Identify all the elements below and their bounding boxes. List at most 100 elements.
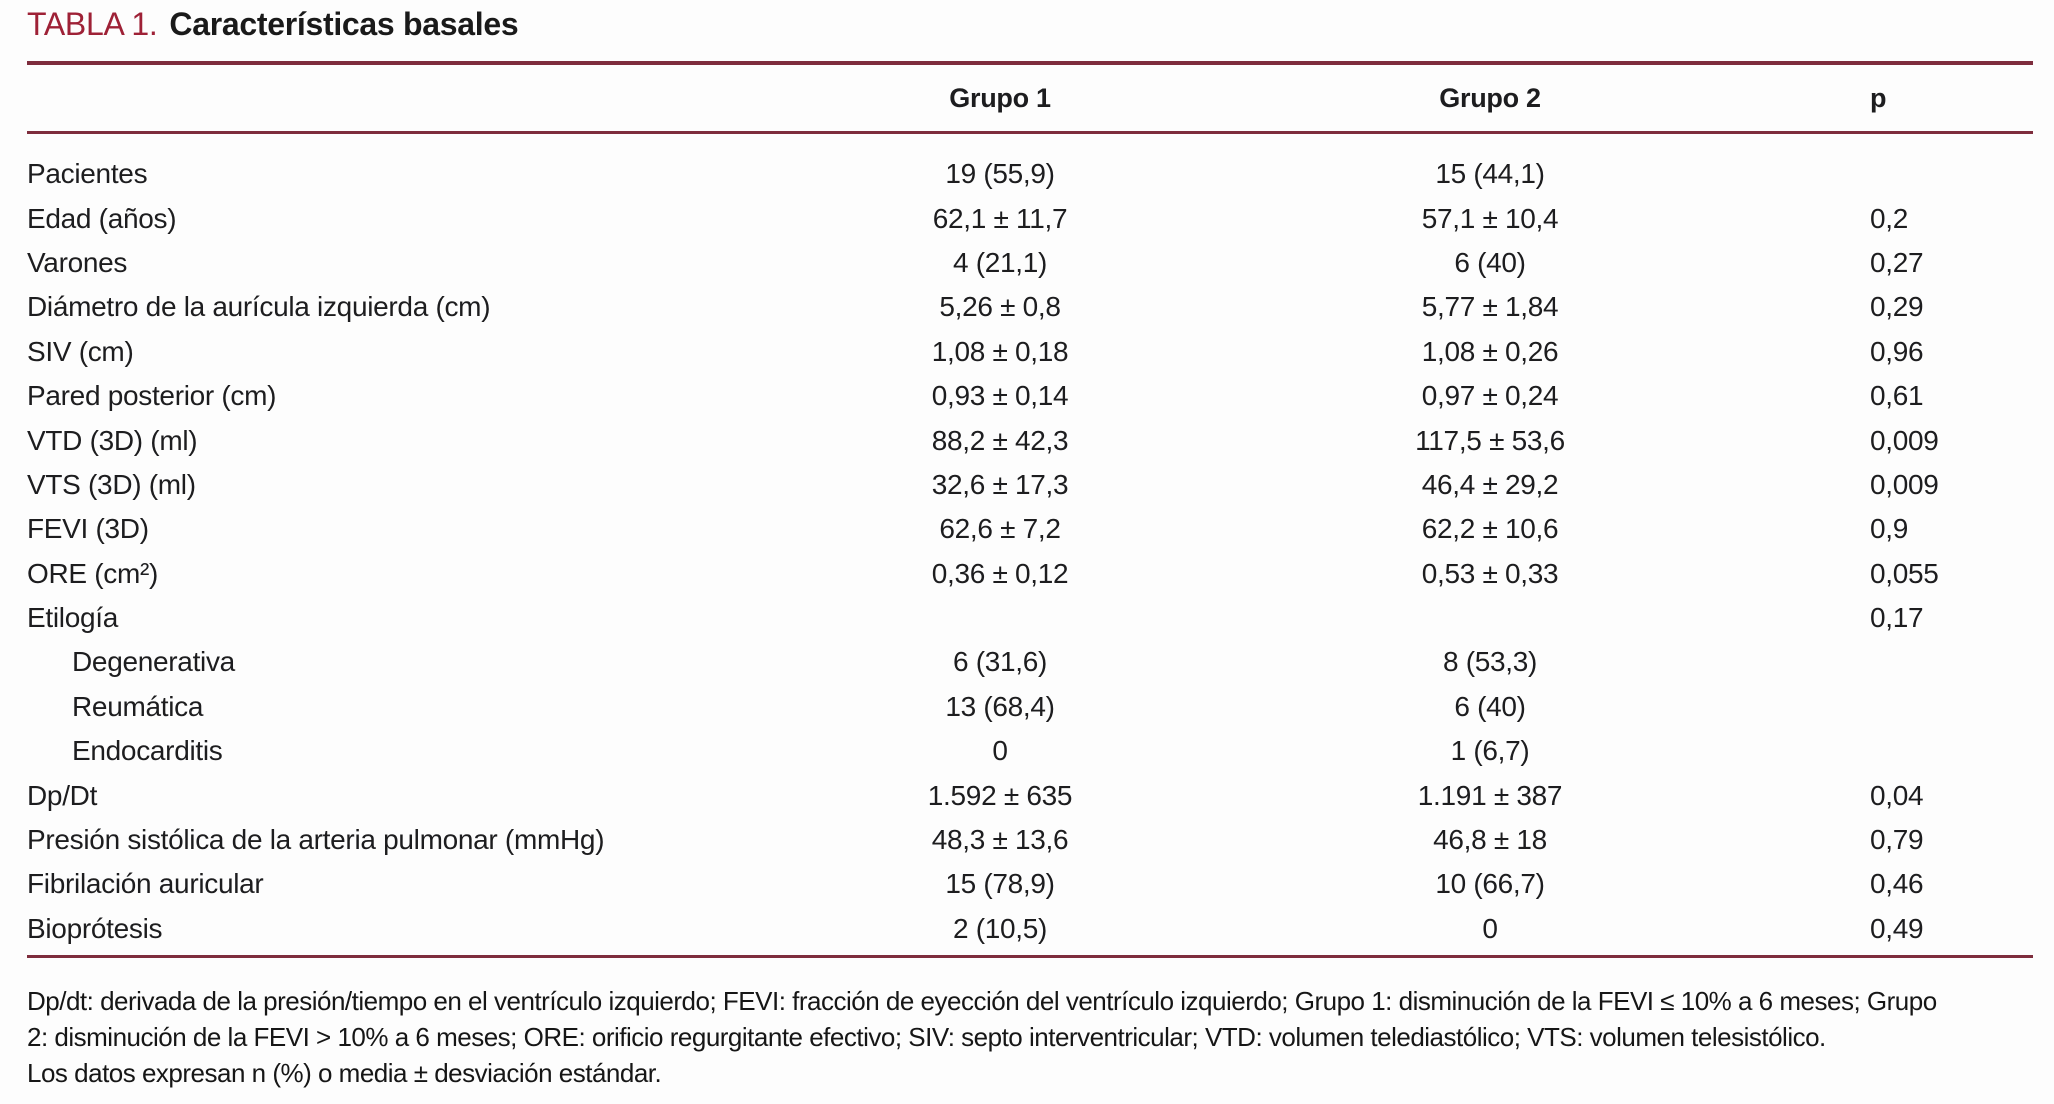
table-row-endocarditis: Endocarditis 0 1 (6,7) xyxy=(27,729,2033,773)
cell-grupo1: 88,2 ± 42,3 xyxy=(931,424,1069,456)
table-number: TABLA 1. xyxy=(27,6,158,42)
cell-grupo1: 48,3 ± 13,6 xyxy=(931,824,1069,856)
row-label: Presión sistólica de la arteria pulmonar… xyxy=(27,824,605,856)
footnote-line: Dp/dt: derivada de la presión/tiempo en … xyxy=(27,986,1937,1016)
cell-grupo1: 0,36 ± 0,12 xyxy=(931,557,1069,589)
table-row-edad: Edad (años) 62,1 ± 11,7 57,1 ± 10,4 0,2 xyxy=(27,196,2033,240)
row-label: Pared posterior (cm) xyxy=(27,380,277,412)
row-label: FEVI (3D) xyxy=(27,513,149,545)
table-header: Grupo 1 Grupo 2 p xyxy=(27,65,2033,131)
row-label: Degenerativa xyxy=(72,646,235,678)
cell-p: 0,2 xyxy=(1870,202,1909,234)
table-row-vts: VTS (3D) (ml) 32,6 ± 17,3 46,4 ± 29,2 0,… xyxy=(27,463,2033,507)
row-label: VTD (3D) (ml) xyxy=(27,424,198,456)
cell-p: 0,04 xyxy=(1870,779,1924,811)
cell-p: 0,46 xyxy=(1870,868,1924,900)
table-row-bioprotesis: Bioprótesis 2 (10,5) 0 0,49 xyxy=(27,907,2033,951)
table-row-presion-sistolica: Presión sistólica de la arteria pulmonar… xyxy=(27,818,2033,862)
cell-grupo2: 10 (66,7) xyxy=(1435,868,1545,900)
cell-p: 0,27 xyxy=(1870,246,1924,278)
cell-grupo1: 13 (68,4) xyxy=(945,690,1055,722)
cell-grupo2: 1,08 ± 0,26 xyxy=(1421,335,1559,367)
row-label: Edad (años) xyxy=(27,202,177,234)
cell-p: 0,055 xyxy=(1870,557,1939,589)
cell-grupo1: 6 (31,6) xyxy=(952,646,1048,678)
table-row-reumatica: Reumática 13 (68,4) 6 (40) xyxy=(27,685,2033,729)
cell-grupo1: 62,6 ± 7,2 xyxy=(939,513,1061,545)
table-row-fibrilacion: Fibrilación auricular 15 (78,9) 10 (66,7… xyxy=(27,862,2033,906)
cell-p: 0,49 xyxy=(1870,912,1924,944)
row-label: ORE (cm²) xyxy=(27,557,159,589)
cell-grupo2: 8 (53,3) xyxy=(1442,646,1538,678)
cell-grupo1: 0 xyxy=(992,735,1008,767)
cell-grupo1: 19 (55,9) xyxy=(945,158,1055,190)
table-row-varones: Varones 4 (21,1) 6 (40) 0,27 xyxy=(27,241,2033,285)
row-label: Endocarditis xyxy=(72,735,223,767)
cell-grupo2: 117,5 ± 53,6 xyxy=(1415,424,1565,456)
table-title: TABLA 1. Características basales xyxy=(27,6,519,43)
row-label: VTS (3D) (ml) xyxy=(27,468,196,500)
cell-grupo1: 4 (21,1) xyxy=(952,246,1048,278)
table-row-diametro-auricula: Diámetro de la aurícula izquierda (cm) 5… xyxy=(27,285,2033,329)
cell-grupo2: 15 (44,1) xyxy=(1435,158,1545,190)
cell-grupo1: 15 (78,9) xyxy=(945,868,1055,900)
footnote-line: Los datos expresan n (%) o media ± desvi… xyxy=(27,1058,662,1088)
bottom-rule xyxy=(27,955,2033,958)
header-grupo-2: Grupo 2 xyxy=(1439,82,1541,113)
cell-p: 0,009 xyxy=(1870,424,1939,456)
cell-p: 0,9 xyxy=(1870,513,1909,545)
cell-p: 0,009 xyxy=(1870,468,1939,500)
table-row-etiologia: Etilogía 0,17 xyxy=(27,596,2033,640)
table-row-dpdt: Dp/Dt 1.592 ± 635 1.191 ± 387 0,04 xyxy=(27,773,2033,817)
cell-grupo2: 46,4 ± 29,2 xyxy=(1421,468,1559,500)
table-row-fevi: FEVI (3D) 62,6 ± 7,2 62,2 ± 10,6 0,9 xyxy=(27,507,2033,551)
row-label: Etilogía xyxy=(27,602,118,634)
cell-grupo2: 46,8 ± 18 xyxy=(1433,824,1547,856)
cell-grupo1: 2 (10,5) xyxy=(952,912,1048,944)
cell-p: 0,79 xyxy=(1870,824,1924,856)
cell-grupo1: 62,1 ± 11,7 xyxy=(932,202,1068,234)
cell-grupo1: 32,6 ± 17,3 xyxy=(931,468,1069,500)
row-label: Bioprótesis xyxy=(27,912,163,944)
row-label: Diámetro de la aurícula izquierda (cm) xyxy=(27,291,491,323)
table-row-pared-posterior: Pared posterior (cm) 0,93 ± 0,14 0,97 ± … xyxy=(27,374,2033,418)
cell-grupo2: 6 (40) xyxy=(1454,690,1526,722)
cell-grupo2: 0,97 ± 0,24 xyxy=(1421,380,1559,412)
row-label: SIV (cm) xyxy=(27,335,134,367)
header-rule xyxy=(27,131,2033,134)
table-row-pacientes: Pacientes 19 (55,9) 15 (44,1) xyxy=(27,152,2033,196)
cell-p: 0,29 xyxy=(1870,291,1924,323)
cell-grupo1: 0,93 ± 0,14 xyxy=(931,380,1069,412)
cell-grupo1: 5,26 ± 0,8 xyxy=(939,291,1061,323)
table-row-degenerativa: Degenerativa 6 (31,6) 8 (53,3) xyxy=(27,640,2033,684)
row-label: Dp/Dt xyxy=(27,779,98,811)
row-label: Reumática xyxy=(72,690,204,722)
cell-grupo2: 6 (40) xyxy=(1454,246,1526,278)
row-label: Fibrilación auricular xyxy=(27,868,264,900)
top-rule xyxy=(27,61,2033,65)
cell-grupo2: 5,77 ± 1,84 xyxy=(1421,291,1559,323)
cell-grupo2: 0,53 ± 0,33 xyxy=(1421,557,1559,589)
cell-p: 0,17 xyxy=(1870,602,1924,634)
footnote-line: 2: disminución de la FEVI > 10% a 6 mese… xyxy=(27,1022,1826,1052)
cell-p: 0,96 xyxy=(1870,335,1924,367)
cell-grupo1: 1.592 ± 635 xyxy=(927,779,1073,811)
cell-p: 0,61 xyxy=(1870,380,1924,412)
cell-grupo2: 1 (6,7) xyxy=(1450,735,1530,767)
table-footnote: Dp/dt: derivada de la presión/tiempo en … xyxy=(27,983,2033,1091)
cell-grupo2: 62,2 ± 10,6 xyxy=(1421,513,1559,545)
header-grupo-1: Grupo 1 xyxy=(949,82,1051,113)
row-label: Pacientes xyxy=(27,158,148,190)
table-row-vtd: VTD (3D) (ml) 88,2 ± 42,3 117,5 ± 53,6 0… xyxy=(27,418,2033,462)
cell-grupo2: 57,1 ± 10,4 xyxy=(1421,202,1559,234)
cell-grupo2: 0 xyxy=(1482,912,1498,944)
row-label: Varones xyxy=(27,246,128,278)
table-row-siv: SIV (cm) 1,08 ± 0,18 1,08 ± 0,26 0,96 xyxy=(27,330,2033,374)
header-p: p xyxy=(1870,82,1887,113)
table-caption: Características basales xyxy=(169,6,519,42)
table-row-ore: ORE (cm²) 0,36 ± 0,12 0,53 ± 0,33 0,055 xyxy=(27,552,2033,596)
cell-grupo2: 1.191 ± 387 xyxy=(1417,779,1563,811)
cell-grupo1: 1,08 ± 0,18 xyxy=(931,335,1069,367)
table-body: Pacientes 19 (55,9) 15 (44,1) Edad (años… xyxy=(27,152,2033,951)
